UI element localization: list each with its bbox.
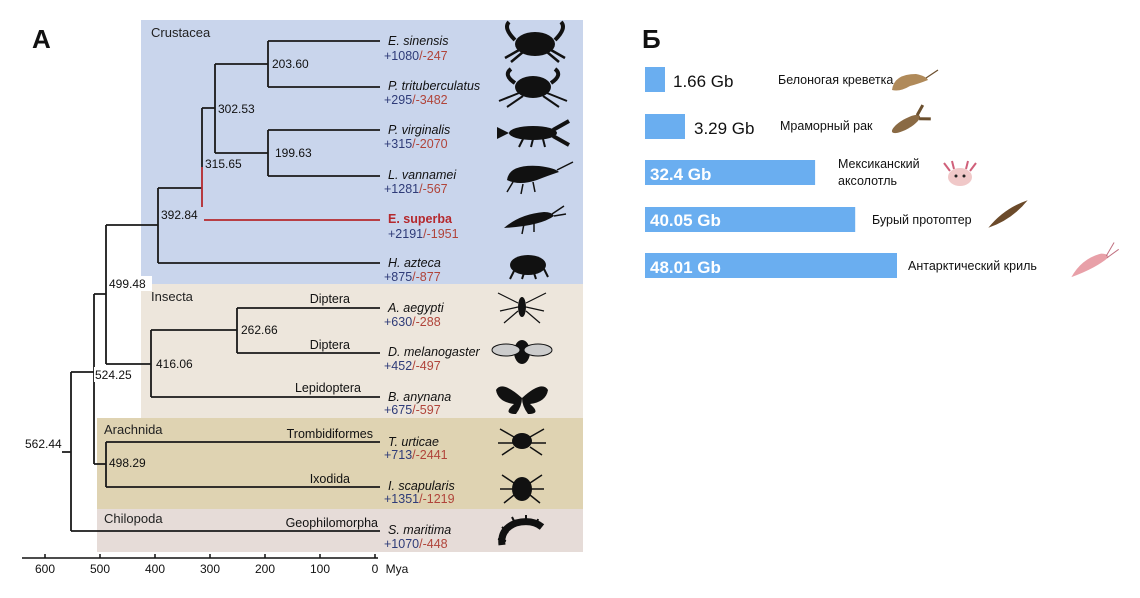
taxon-name: T. urticae [388,435,439,449]
gene-count: +452/-497 [384,359,441,373]
order-label: Diptera [310,292,350,306]
crab-icon [504,20,566,63]
order-label: Geophilomorpha [286,516,378,530]
gene-count: +1070/-448 [384,537,448,551]
genome-bar [645,207,856,232]
taxon-name-highlight: E. superba [388,212,453,226]
time-axis [22,554,378,559]
genome-bar [645,253,897,278]
taxon-name: P. trituberculatus [388,79,480,93]
taxon-name: I. scapularis [388,479,455,493]
genome-size-bars [645,67,897,278]
group-label-arachnida: Arachnida [104,422,163,437]
taxon-name: D. melanogaster [388,345,481,359]
taxon-name: L. vannamei [388,168,457,182]
mite-icon [498,428,546,456]
amphipod-icon [509,255,549,280]
order-label: Diptera [310,338,350,352]
node-age: 262.66 [241,323,278,337]
axis-tick-label: 100 [310,562,330,576]
tick-icon [500,474,544,504]
species-label: Антарктический криль [908,259,1037,273]
gene-count: +630/-288 [384,315,441,329]
panel-label-b: Б [642,24,661,54]
butterfly-icon [496,386,548,414]
crab-icon [498,67,568,108]
axis-tick-label: 500 [90,562,110,576]
gene-count: +315/-2070 [384,137,448,151]
axis-tick-label: 400 [145,562,165,576]
gene-count: +1080/-247 [384,49,448,63]
gene-count: +713/-2441 [384,448,448,462]
centipede-icon [497,515,545,546]
node-age: 416.06 [156,357,193,371]
node-age: 302.53 [218,102,255,116]
group-box-arachnida [97,418,583,509]
order-label: Trombidiformes [287,427,373,441]
node-age: 199.63 [275,146,312,160]
species-label: аксолотль [838,174,897,188]
group-label-chilopoda: Chilopoda [104,511,163,526]
axis-tick-label: 0 [372,562,379,576]
panel-label-a: А [32,24,51,54]
node-age: 562.44 [25,437,62,451]
crayfish-icon [497,119,570,148]
taxon-name: H. azteca [388,256,441,270]
node-age: 498.29 [109,456,146,470]
group-label-crustacea: Crustacea [151,25,211,40]
fly-icon [491,340,553,364]
axis-tick-label: 300 [200,562,220,576]
crayfish-icon [891,104,931,134]
group-box-crustacea [141,20,583,284]
bar-value-label: 1.66 Gb [673,72,734,91]
node-age: 499.48 [109,277,146,291]
gene-count: +1351/-1219 [384,492,455,506]
node-age: 315.65 [205,157,242,171]
shrimp-icon [506,161,574,195]
phylogenetic-tree [62,40,380,532]
node-age: 203.60 [272,57,309,71]
taxon-name: P. virginalis [388,123,450,137]
bar-value-label: 40.05 Gb [650,211,721,230]
branch [62,371,380,532]
krill-icon [504,205,567,235]
lungfish-icon [988,200,1028,228]
krill-icon [1071,242,1119,278]
gene-count: +295/-3482 [384,93,448,107]
bar-value-label: 48.01 Gb [650,258,721,277]
gene-count: +675/-597 [384,403,441,417]
genome-bar [645,67,665,92]
bar-value-label: 3.29 Gb [694,119,755,138]
species-label: Мексиканский [838,157,920,171]
axis-unit-label: Mya [386,562,409,576]
axis-tick-label: 200 [255,562,275,576]
branch [201,107,215,167]
order-label: Lepidoptera [295,381,361,395]
taxon-name: B. anynana [388,390,451,404]
axis-tick-label: 600 [35,562,55,576]
gene-count: +875/-877 [384,270,441,284]
group-label-insecta: Insecta [151,289,194,304]
species-label: Бурый протоптер [872,213,972,227]
node-age: 524.25 [95,368,132,382]
taxon-name: E. sinensis [388,34,448,48]
species-label: Белоногая креветка [778,73,893,87]
genome-bar [645,114,685,139]
bar-value-label: 32.4 Gb [650,165,711,184]
mosquito-icon [497,292,547,324]
taxon-name: A. aegypti [387,301,445,315]
gene-count: +1281/-567 [384,182,448,196]
gene-count: +2191/-1951 [388,227,459,241]
taxon-name: S. maritima [388,523,451,537]
axolotl-icon [943,160,977,186]
species-label: Мраморный рак [780,119,873,133]
genome-bar [645,160,816,185]
order-label: Ixodida [310,472,350,486]
shrimp-icon [892,69,939,91]
node-age: 392.84 [161,208,198,222]
